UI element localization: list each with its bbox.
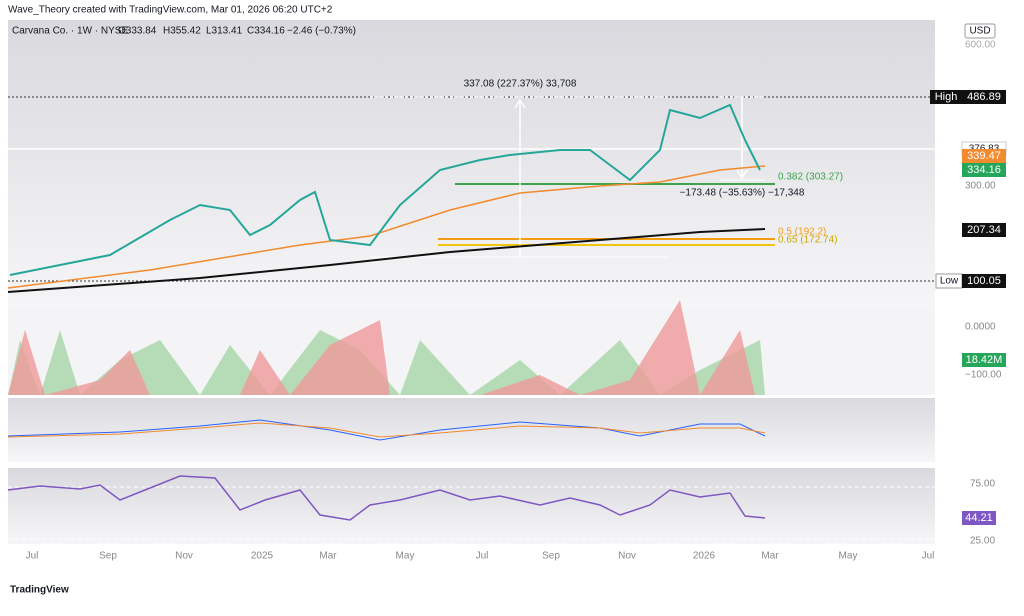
time-axis-label: Mar xyxy=(761,551,779,562)
price-pane xyxy=(8,20,935,310)
legend-open: O333.84 xyxy=(118,26,157,37)
oscillator-axis-label: −100.00 xyxy=(965,370,1002,381)
oscillator-tag: 18.42M xyxy=(966,354,1003,366)
arrow-head xyxy=(514,98,526,109)
time-axis-label: Sep xyxy=(99,551,117,562)
legend-symbol: Carvana Co. · 1W · NYSE xyxy=(12,26,128,37)
tag-box xyxy=(962,90,1006,104)
fall-annotation: −173.48 (−35.63%) −17,348 xyxy=(680,188,805,199)
oscillator-area xyxy=(8,300,755,395)
fib-label: 0.5 (192.2) xyxy=(778,227,826,238)
rsi-line xyxy=(7,475,766,521)
ma-200 xyxy=(7,228,766,293)
tag-box xyxy=(930,90,962,104)
currency: USD xyxy=(969,26,990,37)
tag-box xyxy=(962,274,1006,288)
rsi-axis-label: 75.00 xyxy=(970,479,995,490)
time-axis-label: Jul xyxy=(26,551,39,562)
ma-50 xyxy=(7,165,766,289)
tag-box xyxy=(962,353,1006,367)
arrow2-head xyxy=(736,169,748,180)
time-axis-label: Jul xyxy=(476,551,489,562)
legend-high: H355.42 xyxy=(163,26,201,37)
legend-close: C334.16 xyxy=(247,26,285,37)
macd-line xyxy=(7,419,766,441)
legend-low: L313.41 xyxy=(206,26,243,37)
tag-box xyxy=(962,511,996,525)
footer-brand: TradingView xyxy=(10,585,69,596)
price-tag: 339.47 xyxy=(967,150,1001,162)
rise-annotation: 337.08 (227.37%) 33,708 xyxy=(464,79,577,90)
signal-line xyxy=(7,422,766,438)
time-axis-label: Mar xyxy=(319,551,337,562)
rsi-axis-label: 25.00 xyxy=(970,536,995,547)
time-axis-label: Nov xyxy=(618,551,636,562)
tag-box xyxy=(962,223,1006,237)
time-axis-label: Jul xyxy=(922,551,935,562)
header-credit: Wave_Theory created with TradingView.com… xyxy=(8,5,333,16)
time-axis-label: 2025 xyxy=(251,551,274,562)
price-axis-label: 600.00 xyxy=(965,40,996,51)
price-tag: 100.05 xyxy=(967,275,1001,287)
time-axis-label: 2026 xyxy=(693,551,716,562)
oscillator-axis-label: 0.0000 xyxy=(965,322,996,333)
time-axis-label: May xyxy=(839,551,858,562)
time-axis-label: Nov xyxy=(175,551,193,562)
time-axis-label: May xyxy=(396,551,415,562)
price-axis-label: 300.00 xyxy=(965,181,996,192)
price-tag: 207.34 xyxy=(967,224,1001,236)
price-tag: 334.16 xyxy=(967,164,1001,176)
tag-label: Low xyxy=(940,276,959,287)
time-axis-label: Sep xyxy=(542,551,560,562)
rsi-tag: 44.21 xyxy=(965,512,993,524)
tag-box xyxy=(962,163,1006,177)
price-tag: 486.89 xyxy=(967,91,1001,103)
price-trace xyxy=(9,103,761,276)
currency-box xyxy=(964,23,996,39)
rsi-pane xyxy=(8,468,935,544)
tag-label: High xyxy=(935,91,958,103)
tag-box xyxy=(962,149,1006,163)
fib-label: 0.382 (303.27) xyxy=(778,172,843,183)
time-axis: Jul Sep Nov 2025 Mar May Jul Sep Nov 2026 Mar May Ju… xyxy=(26,551,935,562)
fib-label: 0.65 (172.74) xyxy=(778,235,838,246)
legend-change: −2.46 (−0.73%) xyxy=(287,26,356,37)
